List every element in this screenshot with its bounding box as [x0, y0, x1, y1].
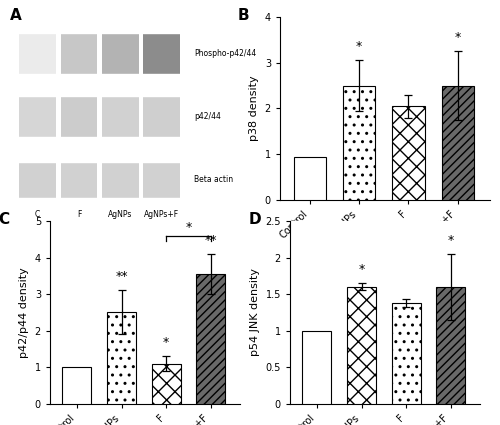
Bar — [19, 33, 56, 74]
Bar — [343, 85, 375, 200]
Text: p42/44: p42/44 — [194, 112, 221, 121]
Text: **: ** — [204, 234, 217, 246]
Bar — [144, 33, 180, 74]
Text: F: F — [77, 210, 81, 219]
Text: AgNPs+F: AgNPs+F — [144, 210, 180, 219]
Bar — [294, 157, 326, 200]
Bar — [102, 33, 139, 74]
Text: B: B — [238, 8, 250, 23]
Y-axis label: p38 density: p38 density — [249, 76, 259, 141]
Bar — [442, 85, 474, 200]
Text: Phospho-p42/44: Phospho-p42/44 — [194, 49, 256, 58]
Text: *: * — [163, 336, 170, 349]
Text: *: * — [448, 234, 454, 246]
Text: AgNPs: AgNPs — [108, 210, 132, 219]
Bar — [102, 162, 139, 198]
Bar — [107, 312, 136, 404]
Bar — [144, 96, 180, 137]
Text: D: D — [248, 212, 261, 227]
Y-axis label: p42/p44 density: p42/p44 density — [19, 267, 29, 358]
Text: C: C — [35, 210, 40, 219]
Bar — [392, 303, 421, 404]
Bar — [152, 363, 181, 404]
Text: *: * — [455, 31, 461, 44]
Bar — [196, 274, 226, 404]
Text: *: * — [186, 221, 192, 234]
Y-axis label: p54 JNK density: p54 JNK density — [250, 268, 260, 357]
Bar — [60, 96, 98, 137]
Bar — [60, 33, 98, 74]
Bar — [19, 96, 56, 137]
Text: *: * — [358, 263, 364, 276]
Bar — [347, 287, 376, 404]
Bar — [302, 331, 332, 404]
Bar — [62, 367, 92, 404]
Bar — [102, 96, 139, 137]
Text: **: ** — [116, 270, 128, 283]
Bar — [436, 287, 466, 404]
Bar — [144, 162, 180, 198]
Text: C: C — [0, 212, 10, 227]
Text: *: * — [356, 40, 362, 53]
Text: Beta actin: Beta actin — [194, 176, 233, 184]
Text: A: A — [10, 8, 22, 23]
Bar — [19, 162, 56, 198]
Bar — [60, 162, 98, 198]
Bar — [392, 106, 424, 200]
